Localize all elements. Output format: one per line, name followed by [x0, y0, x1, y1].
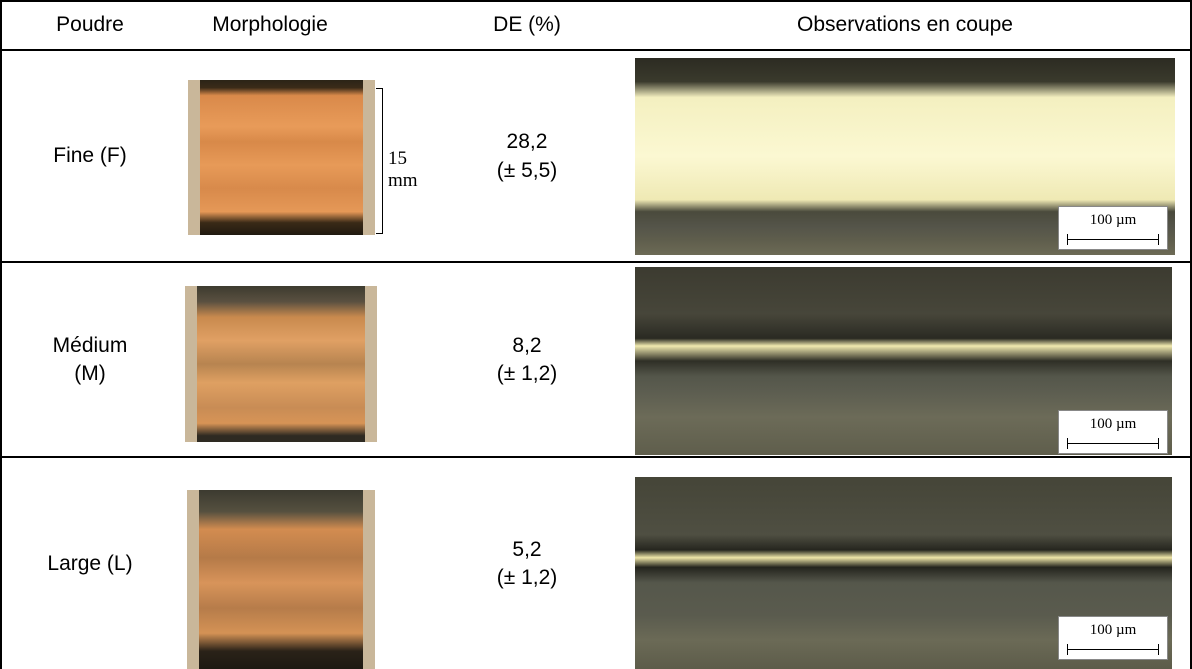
powder-label: Fine (F) — [53, 144, 127, 168]
table-border — [0, 0, 2, 669]
morphology-scale: 15 mm — [388, 148, 418, 191]
powder-label: Médium (M) — [52, 333, 128, 385]
de-cell: 28,2 (± 5,5) — [447, 52, 607, 261]
section-scale-label: 100 µm — [1089, 212, 1137, 228]
header-rule — [0, 49, 1192, 51]
de-cell: 5,2 (± 1,2) — [447, 459, 607, 669]
de-error: (± 1,2) — [496, 566, 558, 589]
section-scale-label: 100 µm — [1089, 416, 1137, 432]
table-border — [1190, 0, 1192, 669]
header-cell: Poudre — [56, 13, 124, 37]
section-scale: 100 µm — [1058, 206, 1168, 250]
section-scale: 100 µm — [1058, 616, 1168, 660]
header-cell: Observations en coupe — [797, 13, 1013, 37]
de-error: (± 5,5) — [496, 158, 558, 182]
morphology-image — [185, 286, 377, 442]
header-cell: Morphologie — [212, 13, 328, 37]
header-cell: DE (%) — [493, 13, 561, 37]
table-border — [0, 0, 1192, 2]
de-value: 8,2 — [512, 333, 542, 357]
de-value: 5,2 — [512, 537, 542, 561]
row-rule — [0, 261, 1192, 263]
scale-bracket — [376, 88, 383, 234]
de-value: 28,2 — [506, 130, 548, 154]
row-rule — [0, 456, 1192, 458]
morphology-image — [188, 80, 375, 235]
de-error: (± 1,2) — [496, 362, 558, 385]
morphology-image — [187, 490, 375, 669]
section-scale-label: 100 µm — [1089, 622, 1137, 638]
section-scale: 100 µm — [1058, 410, 1168, 454]
powder-label: Large (L) — [47, 551, 133, 575]
de-cell: 8,2 (± 1,2) — [447, 264, 607, 456]
